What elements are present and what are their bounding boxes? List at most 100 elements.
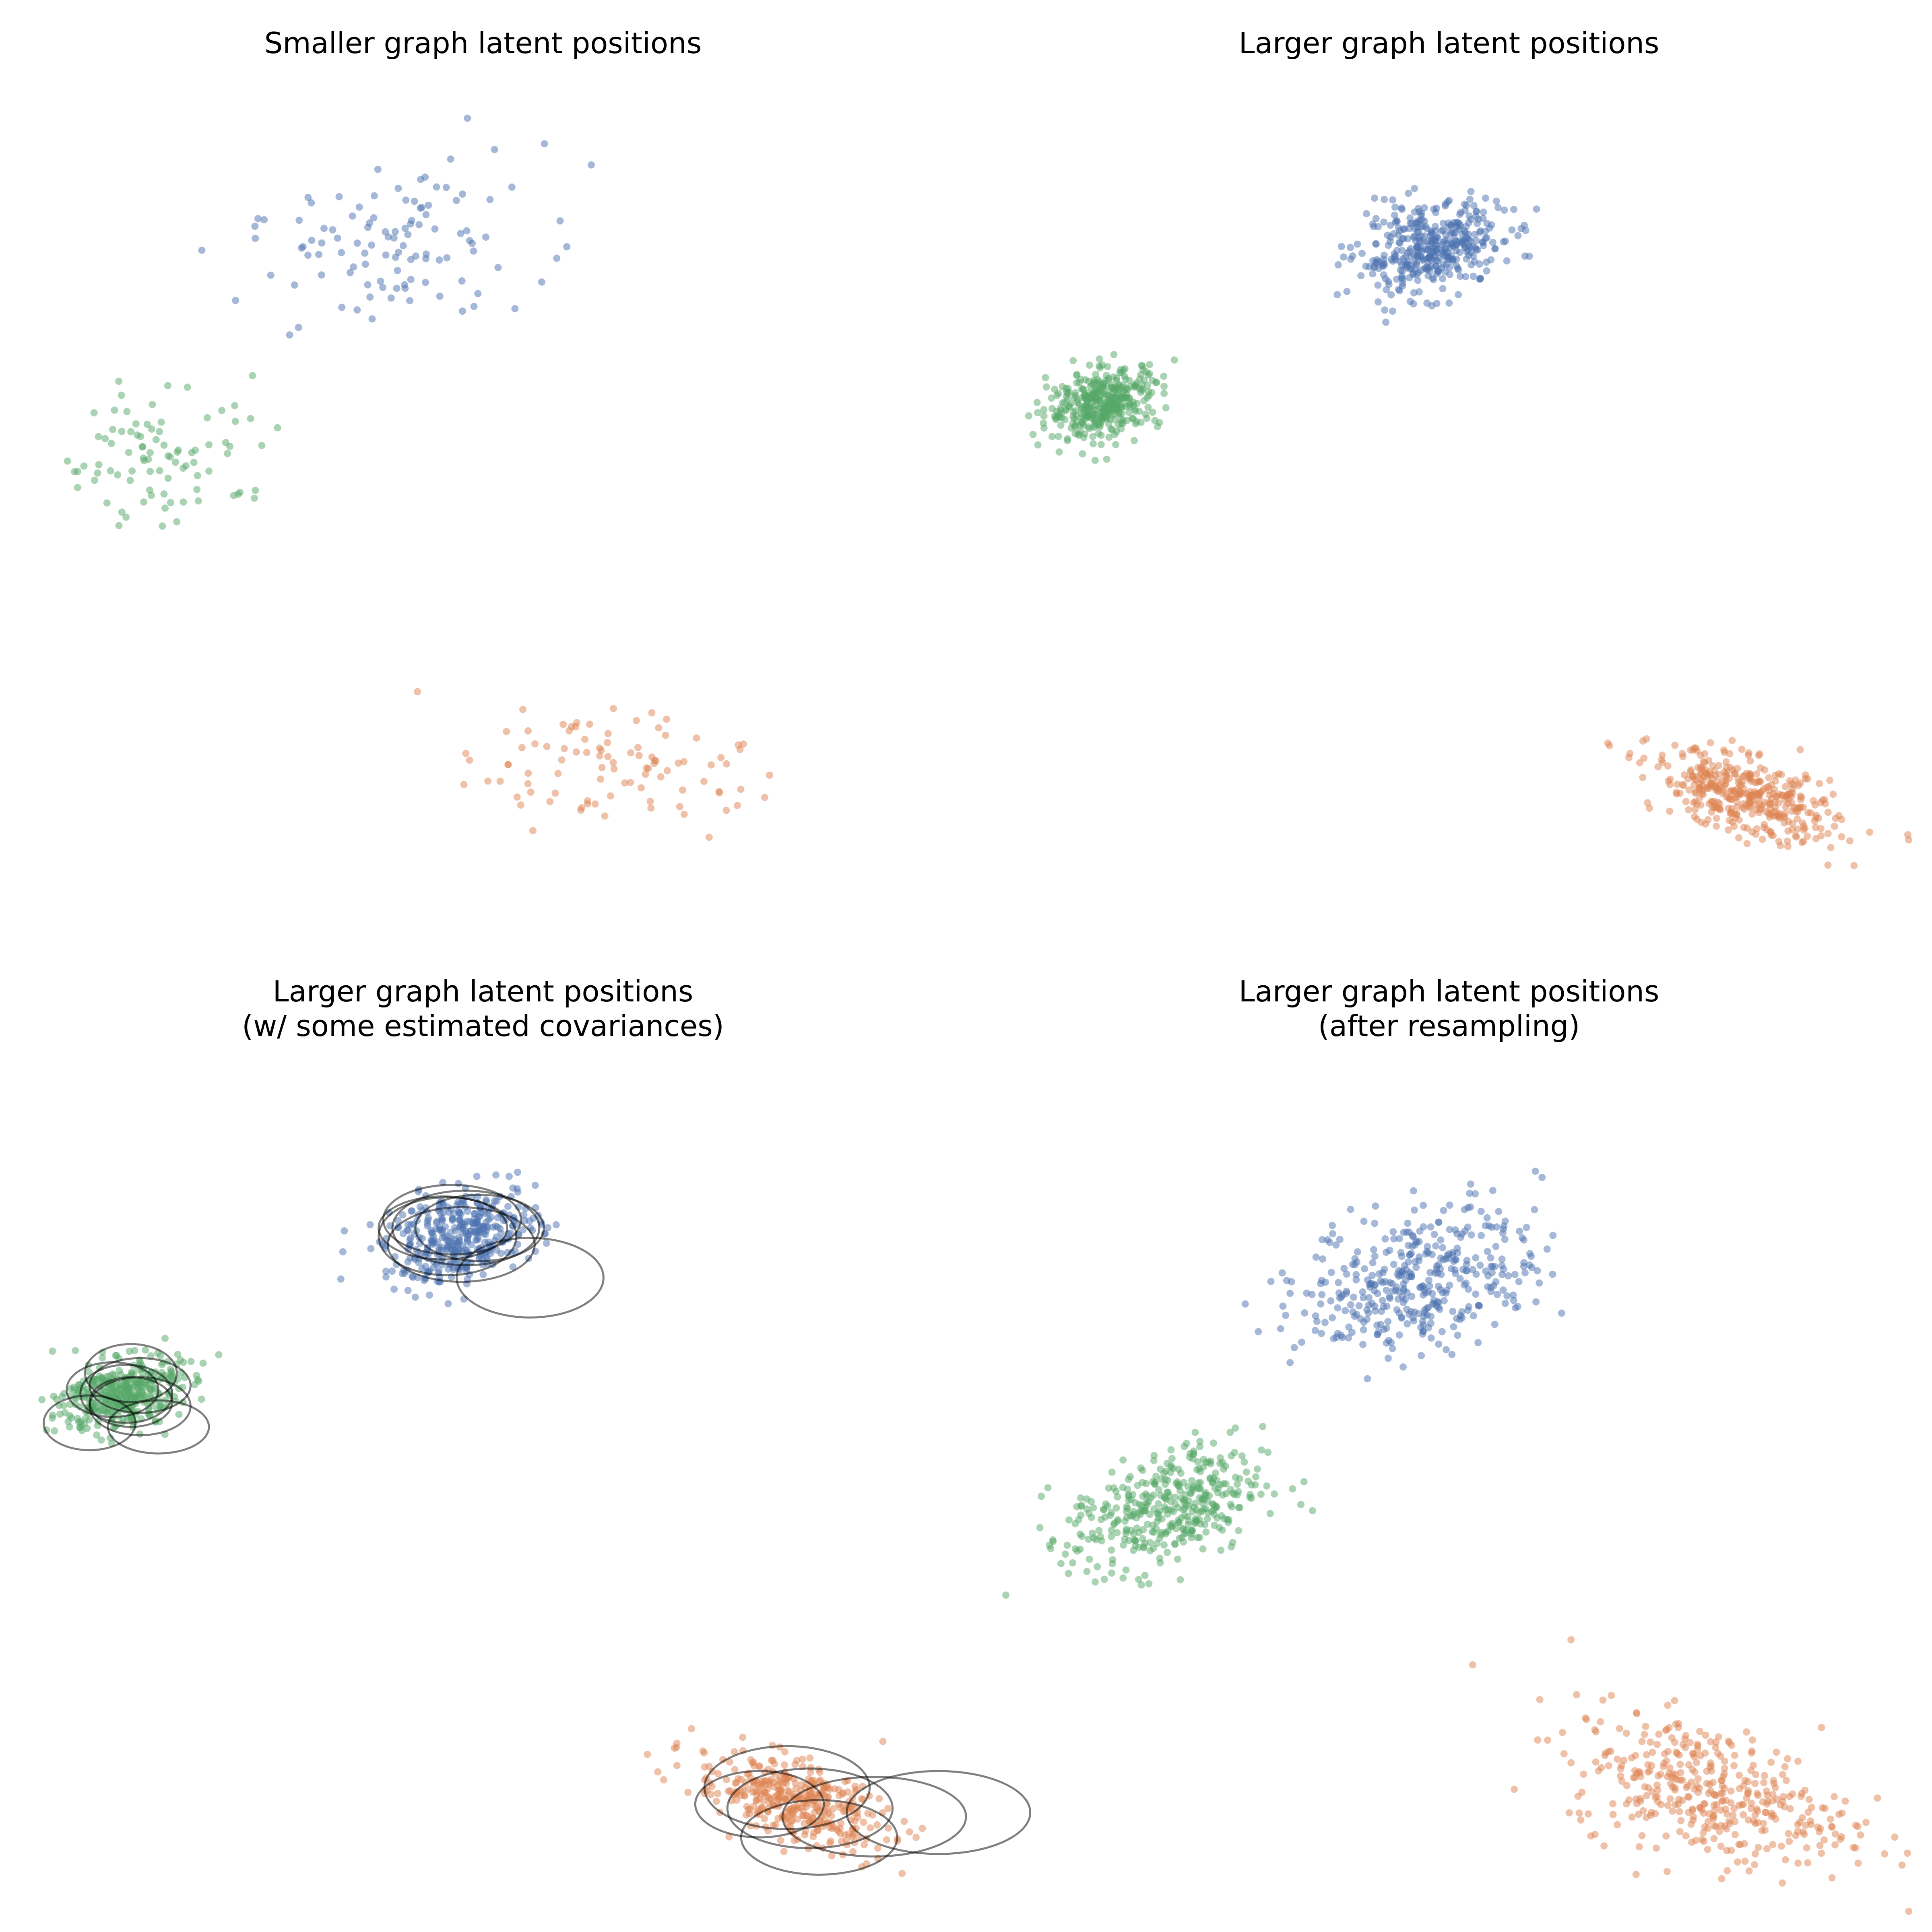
scatter-point-orange <box>1810 797 1817 805</box>
scatter-point-orange <box>1731 1752 1738 1759</box>
scatter-point-green <box>1057 421 1065 429</box>
scatter-point-orange <box>1852 1844 1860 1852</box>
covariance-ellipse <box>391 1189 541 1267</box>
scatter-point-orange <box>845 1830 852 1838</box>
scatter-point-orange <box>688 1725 695 1732</box>
scatter-point-blue <box>1342 1307 1349 1315</box>
scatter-point-blue <box>1448 1351 1456 1358</box>
scatter-point-green <box>1139 1535 1147 1542</box>
scatter-point-orange <box>1654 763 1662 771</box>
scatter-point-blue <box>350 263 357 271</box>
scatter-point-blue <box>1487 1254 1494 1262</box>
scatter-point-blue <box>1526 1261 1533 1269</box>
scatter-point-blue <box>1366 1283 1374 1291</box>
scatter-point-orange <box>504 761 512 768</box>
scatter-point-orange <box>1740 1811 1747 1818</box>
covariance-ellipse <box>846 1770 1032 1855</box>
scatter-point-blue <box>366 1221 374 1228</box>
scatter-point-green <box>1146 1539 1154 1546</box>
scatter-point-orange <box>1905 836 1912 844</box>
scatter-point-orange <box>1738 745 1746 753</box>
scatter-point-blue <box>1386 1279 1394 1286</box>
scatter-point-orange <box>1793 804 1800 812</box>
scatter-point-green <box>1144 1520 1151 1528</box>
scatter-point-green <box>1209 1500 1216 1508</box>
scatter-point-blue <box>1432 1242 1440 1250</box>
scatter-point-orange <box>1779 1798 1787 1805</box>
scatter-point-orange <box>1831 1793 1838 1800</box>
scatter-point-green <box>101 435 109 442</box>
scatter-point-orange <box>1657 1770 1665 1778</box>
scatter-point-orange <box>1726 750 1734 758</box>
scatter-point-orange <box>1690 1753 1698 1761</box>
scatter-point-orange <box>680 758 688 766</box>
scatter-point-blue <box>367 1245 375 1253</box>
scatter-point-green <box>1102 377 1109 384</box>
scatter-point-orange <box>531 740 539 748</box>
scatter-point-green <box>1297 1501 1305 1508</box>
scatter-point-green <box>1167 1446 1175 1453</box>
scatter-point-green <box>1091 1578 1099 1586</box>
scatter-point-orange <box>900 1818 908 1825</box>
scatter-point-orange <box>1748 1736 1756 1744</box>
scatter-point-blue <box>1515 1278 1523 1286</box>
scatter-point-orange <box>843 1837 850 1844</box>
scatter-point-blue <box>1327 1297 1335 1305</box>
scatter-point-orange <box>912 1833 920 1841</box>
scatter-point-blue <box>1472 244 1479 252</box>
scatter-point-green <box>151 1384 158 1391</box>
scatter-point-orange <box>1741 772 1748 779</box>
scatter-point-blue <box>1492 197 1500 205</box>
scatter-point-orange <box>1652 1844 1660 1852</box>
scatter-point-blue <box>1371 1220 1379 1227</box>
scatter-point-blue <box>508 183 516 191</box>
scatter-point-blue <box>1411 1258 1419 1265</box>
panel-title: Larger graph latent positions <box>966 26 1932 60</box>
scatter-point-blue <box>1390 230 1397 237</box>
scatter-point-orange <box>849 1848 857 1856</box>
scatter-point-orange <box>527 788 535 796</box>
scatter-point-orange <box>1862 1818 1870 1826</box>
scatter-point-green <box>136 1377 144 1385</box>
scatter-point-blue <box>1389 1287 1397 1295</box>
scatter-point-blue <box>1454 1331 1461 1339</box>
scatter-point-blue <box>401 281 409 289</box>
scatter-point-blue <box>1241 1300 1249 1308</box>
scatter-point-orange <box>1705 1790 1712 1797</box>
scatter-point-orange <box>723 760 731 768</box>
scatter-point-blue <box>463 227 471 235</box>
scatter-point-orange <box>1767 1759 1775 1766</box>
scatter-point-blue <box>1411 1308 1418 1316</box>
scatter-point-orange <box>1724 1867 1731 1874</box>
scatter-point-blue <box>1399 1363 1407 1371</box>
scatter-point-blue <box>489 1223 497 1231</box>
scatter-point-green <box>95 461 103 469</box>
scatter-point-orange <box>867 1824 874 1832</box>
scatter-point-orange <box>1807 809 1814 817</box>
scatter-point-orange <box>906 1828 913 1836</box>
scatter-point-blue <box>436 256 443 264</box>
scatter-point-green <box>1150 1452 1158 1459</box>
scatter-point-orange <box>864 1810 872 1817</box>
scatter-point-orange <box>647 804 655 812</box>
scatter-point-orange <box>1704 1845 1711 1853</box>
scatter-point-green <box>188 449 196 456</box>
scatter-point-blue <box>346 269 354 277</box>
scatter-point-blue <box>1368 1271 1376 1279</box>
scatter-point-orange <box>765 1777 773 1785</box>
scatter-point-orange <box>1597 1718 1604 1726</box>
scatter-point-orange <box>1797 1793 1805 1800</box>
scatter-point-orange <box>577 806 584 814</box>
scatter-point-green <box>1216 1460 1224 1468</box>
scatter-point-blue <box>509 1184 517 1192</box>
scatter-point-orange <box>1622 1800 1630 1808</box>
scatter-point-blue <box>411 198 418 205</box>
scatter-point-orange <box>1753 806 1761 813</box>
scatter-point-blue <box>457 230 464 237</box>
scatter-point-orange <box>1682 798 1690 805</box>
scatter-point-orange <box>1736 1785 1743 1792</box>
scatter-point-blue <box>1386 237 1394 245</box>
title-line: Smaller graph latent positions <box>264 26 702 60</box>
scatter-point-green <box>1160 1541 1168 1549</box>
scatter-point-green <box>94 469 101 477</box>
